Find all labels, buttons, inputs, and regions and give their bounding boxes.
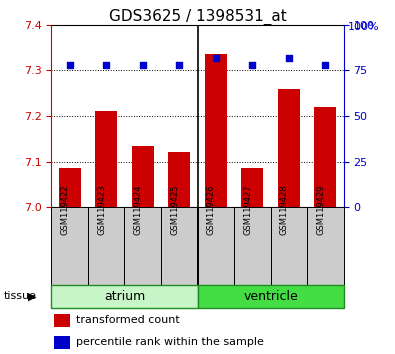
Text: GSM119424: GSM119424 xyxy=(134,184,143,235)
Text: GSM119425: GSM119425 xyxy=(170,184,179,235)
Text: 100%: 100% xyxy=(348,22,380,32)
Point xyxy=(286,55,292,61)
Bar xyxy=(234,207,271,285)
Bar xyxy=(307,207,344,285)
Text: GDS3625 / 1398531_at: GDS3625 / 1398531_at xyxy=(109,9,286,25)
Bar xyxy=(132,145,154,207)
Point xyxy=(66,62,73,68)
Text: GSM119427: GSM119427 xyxy=(243,184,252,235)
Bar xyxy=(314,107,336,207)
Bar xyxy=(124,207,161,285)
Text: percentile rank within the sample: percentile rank within the sample xyxy=(76,337,264,348)
Bar xyxy=(88,207,124,285)
Text: ▶: ▶ xyxy=(28,291,37,301)
Text: GSM119423: GSM119423 xyxy=(97,184,106,235)
Text: GSM119428: GSM119428 xyxy=(280,184,289,235)
Point xyxy=(213,55,219,61)
Text: ventricle: ventricle xyxy=(243,290,298,303)
Bar xyxy=(59,169,81,207)
Text: atrium: atrium xyxy=(104,290,145,303)
Bar xyxy=(51,207,88,285)
Point xyxy=(176,62,182,68)
Bar xyxy=(278,88,300,207)
Point xyxy=(322,62,329,68)
Bar xyxy=(271,207,307,285)
Point xyxy=(103,62,109,68)
Text: GSM119429: GSM119429 xyxy=(316,184,325,235)
Bar xyxy=(161,207,198,285)
Bar xyxy=(241,169,263,207)
Point xyxy=(139,62,146,68)
Bar xyxy=(54,314,70,326)
Text: tissue: tissue xyxy=(4,291,37,301)
Bar xyxy=(168,153,190,207)
Bar xyxy=(95,112,117,207)
Bar xyxy=(205,55,227,207)
Text: transformed count: transformed count xyxy=(76,315,180,325)
Bar xyxy=(198,285,344,308)
Bar xyxy=(51,285,198,308)
Bar xyxy=(54,336,70,349)
Text: GSM119422: GSM119422 xyxy=(60,184,70,235)
Text: GSM119426: GSM119426 xyxy=(207,184,216,235)
Point xyxy=(249,62,256,68)
Bar xyxy=(198,207,234,285)
